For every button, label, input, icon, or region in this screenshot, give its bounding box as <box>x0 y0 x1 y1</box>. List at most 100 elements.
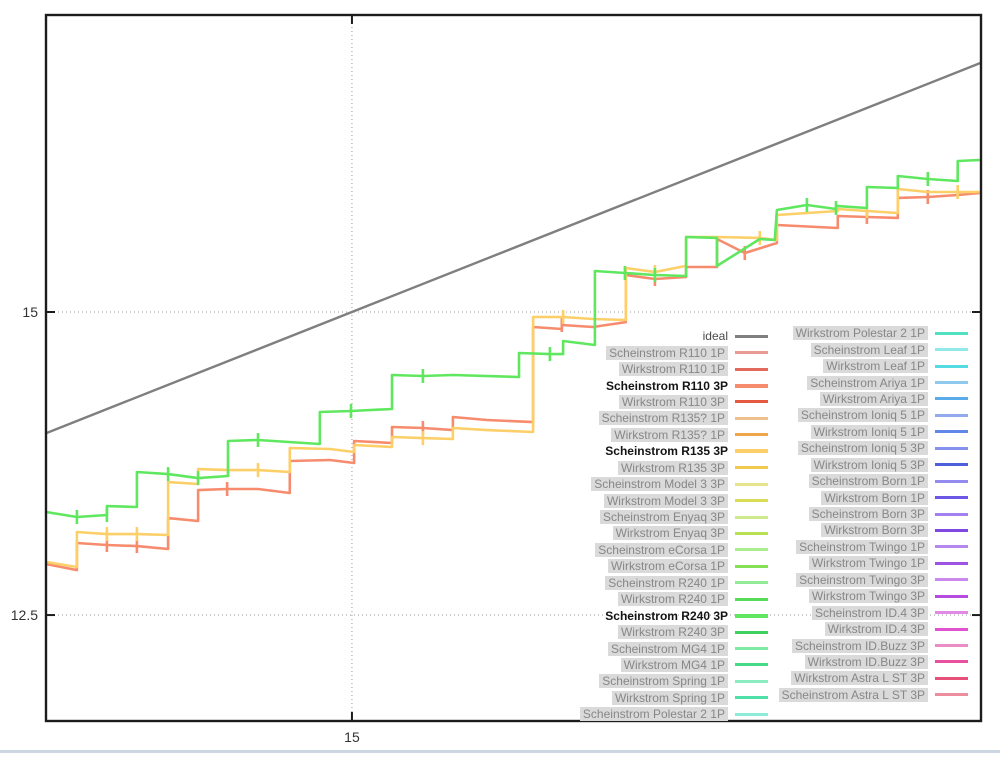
legend-item[interactable]: Wirkstrom Ariya 1P <box>779 391 968 407</box>
legend-item[interactable]: Scheinstrom ID.4 3P <box>779 604 968 620</box>
legend-color-swatch <box>935 364 968 368</box>
legend-item-label: Scheinstrom Astra L ST 3P <box>778 687 928 702</box>
legend-item[interactable]: Wirkstrom Born 3P <box>779 522 968 538</box>
legend-item[interactable]: Scheinstrom Ioniq 5 1P <box>779 407 968 423</box>
legend-item[interactable]: Scheinstrom Polestar 2 1P <box>579 706 768 722</box>
legend-item[interactable]: Wirkstrom Enyaq 3P <box>580 525 768 541</box>
legend-color-swatch <box>935 693 968 697</box>
legend-color-swatch <box>935 627 968 631</box>
legend-color-swatch <box>735 449 768 454</box>
legend-item[interactable]: Wirkstrom Polestar 2 1P <box>779 325 968 341</box>
legend-item-label: Wirkstrom MG4 1P <box>620 657 728 672</box>
legend-item-label: Scheinstrom R240 1P <box>605 575 728 590</box>
legend-item-label: Wirkstrom R110 3P <box>618 394 728 409</box>
legend-item-label: ideal <box>702 329 728 344</box>
legend-item-label: Scheinstrom Twingo 1P <box>796 539 928 554</box>
legend-item-label: Wirkstrom Ioniq 5 3P <box>810 457 928 472</box>
legend-item[interactable]: Scheinstrom R135? 1P <box>580 410 768 426</box>
y-tick-label: 12.5 <box>11 607 38 623</box>
legend-color-swatch <box>935 611 968 615</box>
legend-item-label: Wirkstrom Ariya 1P <box>819 391 928 406</box>
legend-item[interactable]: Scheinstrom Spring 1P <box>580 673 768 689</box>
legend-item[interactable]: Scheinstrom Ioniq 5 3P <box>779 440 968 456</box>
legend-color-swatch <box>935 381 968 385</box>
legend-item[interactable]: Wirkstrom MG4 1P <box>580 657 768 673</box>
legend-item[interactable]: Wirkstrom Ioniq 5 1P <box>779 424 968 440</box>
legend-item-label: Scheinstrom R110 3P <box>605 378 728 393</box>
legend-item-label: Wirkstrom Polestar 2 1P <box>792 326 928 341</box>
legend-item-label: Scheinstrom Model 3 3P <box>591 477 728 492</box>
legend-item[interactable]: Wirkstrom Twingo 3P <box>779 588 968 604</box>
legend-item-label: Wirkstrom ID.Buzz 3P <box>804 654 928 669</box>
legend-item[interactable]: Wirkstrom R110 1P <box>580 361 768 377</box>
legend-item[interactable]: Wirkstrom ID.4 3P <box>779 621 968 637</box>
legend-item[interactable]: Wirkstrom R110 3P <box>580 394 768 410</box>
legend-item-label: Wirkstrom Born 1P <box>821 490 928 505</box>
legend-item[interactable]: Scheinstrom R110 3P <box>580 377 768 393</box>
legend-item[interactable]: Wirkstrom R240 1P <box>580 591 768 607</box>
legend-item-label: Scheinstrom R240 3P <box>605 608 728 623</box>
legend-item[interactable]: Scheinstrom Astra L ST 3P <box>778 687 968 703</box>
legend-item[interactable]: Scheinstrom MG4 1P <box>580 640 768 656</box>
legend-color-swatch <box>735 383 768 388</box>
legend-item[interactable]: Scheinstrom Twingo 3P <box>779 572 968 588</box>
legend-item[interactable]: Scheinstrom Leaf 1P <box>779 341 968 357</box>
legend-color-swatch <box>935 479 968 483</box>
legend-color-swatch <box>935 446 968 450</box>
legend-item[interactable]: Wirkstrom Leaf 1P <box>779 358 968 374</box>
legend-item-label: Scheinstrom ID.4 3P <box>811 605 928 620</box>
legend-item[interactable]: Scheinstrom R135 3P <box>580 443 768 459</box>
series-line-scheinstrom-r240-3p <box>45 158 980 519</box>
legend-item[interactable]: Scheinstrom Enyaq 3P <box>580 509 768 525</box>
legend-item[interactable]: Scheinstrom Twingo 1P <box>779 539 968 555</box>
legend-item[interactable]: Wirkstrom Ioniq 5 3P <box>779 457 968 473</box>
legend-color-swatch <box>735 663 768 667</box>
legend-item[interactable]: Scheinstrom R110 1P <box>580 344 768 360</box>
legend-color-swatch <box>935 496 968 500</box>
legend-color-swatch <box>935 644 968 648</box>
legend-item-label: Scheinstrom R135 3P <box>605 444 728 459</box>
legend-color-swatch <box>735 564 768 568</box>
legend-color-swatch <box>735 499 768 503</box>
legend-color-swatch <box>935 578 968 582</box>
bottom-separator <box>0 750 1000 753</box>
legend-color-swatch <box>935 512 968 516</box>
legend-item[interactable]: Scheinstrom Ariya 1P <box>779 374 968 390</box>
legend-item-label: Wirkstrom Enyaq 3P <box>612 526 728 541</box>
legend-item[interactable]: Wirkstrom ID.Buzz 3P <box>779 654 968 670</box>
legend-item[interactable]: Scheinstrom ID.Buzz 3P <box>779 637 968 653</box>
legend-item-label: Wirkstrom R135 3P <box>617 460 728 475</box>
legend-item[interactable]: Scheinstrom R240 1P <box>580 575 768 591</box>
legend-item[interactable]: Wirkstrom eCorsa 1P <box>580 558 768 574</box>
legend-item-label: Scheinstrom Born 1P <box>808 474 928 489</box>
legend-item[interactable]: Wirkstrom Model 3 3P <box>580 492 768 508</box>
legend-item-label: Wirkstrom R240 3P <box>617 625 728 640</box>
legend-color-swatch <box>735 647 768 651</box>
legend-item[interactable]: Wirkstrom R135 3P <box>580 460 768 476</box>
legend-item[interactable]: Wirkstrom Twingo 1P <box>779 555 968 571</box>
legend-item-label: Scheinstrom Born 3P <box>808 507 928 522</box>
legend-color-swatch <box>735 482 768 486</box>
legend-column-1: ideal Scheinstrom R110 1P Wirkstrom R110 1… <box>579 328 768 723</box>
legend-item[interactable]: Wirkstrom R135? 1P <box>580 427 768 443</box>
legend-color-swatch <box>735 679 768 683</box>
legend-item[interactable]: Wirkstrom Born 1P <box>779 489 968 505</box>
legend-item-label: Wirkstrom Leaf 1P <box>823 359 928 374</box>
legend-item[interactable]: Scheinstrom Born 1P <box>779 473 968 489</box>
legend-item[interactable]: Scheinstrom eCorsa 1P <box>580 542 768 558</box>
legend-item[interactable]: ideal <box>580 328 768 344</box>
legend-item[interactable]: Wirkstrom R240 3P <box>580 624 768 640</box>
legend-item[interactable]: Scheinstrom R240 3P <box>580 607 768 623</box>
legend-item[interactable]: Scheinstrom Model 3 3P <box>580 476 768 492</box>
legend-color-swatch <box>735 613 768 618</box>
legend-item-label: Scheinstrom Ioniq 5 1P <box>797 408 928 423</box>
legend-color-swatch <box>735 531 768 535</box>
legend-item[interactable]: Scheinstrom Born 3P <box>779 506 968 522</box>
legend-color-swatch <box>735 712 768 716</box>
legend-color-swatch <box>935 331 968 335</box>
legend-color-swatch <box>935 463 968 467</box>
legend-item[interactable]: Wirkstrom Spring 1P <box>580 690 768 706</box>
legend-item[interactable]: Wirkstrom Astra L ST 3P <box>779 670 968 686</box>
